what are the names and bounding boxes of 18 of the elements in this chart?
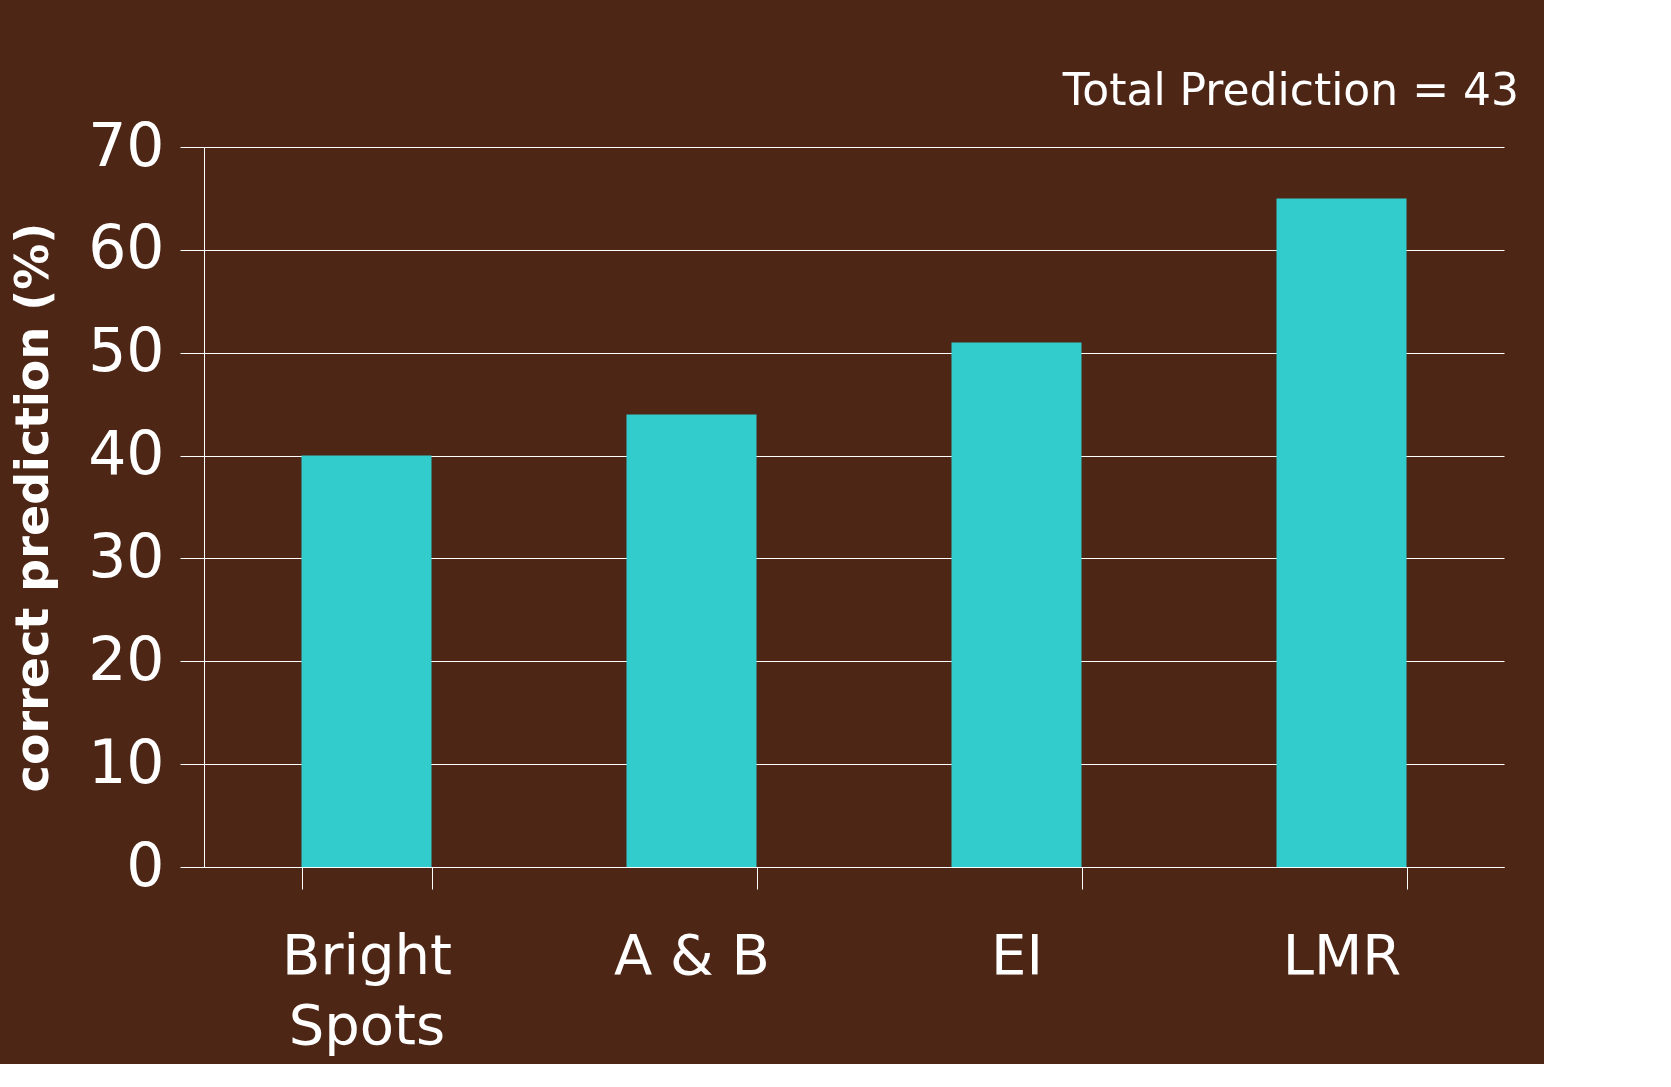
x-tick-label: Bright Spots	[282, 921, 452, 1057]
x-tick-label: LMR	[1282, 921, 1402, 987]
y-tick-label: 10	[88, 726, 165, 797]
y-tick-label: 50	[88, 315, 165, 386]
y-tick-label: 60	[88, 212, 165, 283]
x-tick-label: A & B	[614, 921, 770, 987]
y-tick-label: 20	[88, 623, 165, 694]
text: Total Prediction = 43	[1061, 64, 1519, 115]
y-axis-title: correct prediction (%)	[5, 222, 60, 793]
x-tick-label: EI	[991, 921, 1043, 987]
bar	[1276, 198, 1407, 867]
y-tick-label: 70	[88, 109, 165, 180]
y-tick-label: 30	[88, 520, 165, 591]
y-tick-label: 0	[126, 829, 165, 900]
y-tick-label: 40	[88, 418, 165, 489]
bar	[301, 455, 432, 867]
bar	[626, 414, 757, 867]
bar	[951, 342, 1082, 867]
